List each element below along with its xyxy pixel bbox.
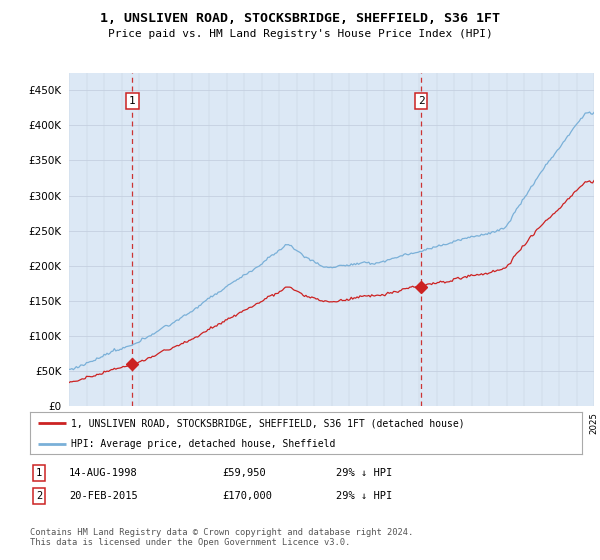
Text: 14-AUG-1998: 14-AUG-1998 bbox=[69, 468, 138, 478]
Text: Contains HM Land Registry data © Crown copyright and database right 2024.
This d: Contains HM Land Registry data © Crown c… bbox=[30, 528, 413, 547]
Text: 1, UNSLIVEN ROAD, STOCKSBRIDGE, SHEFFIELD, S36 1FT: 1, UNSLIVEN ROAD, STOCKSBRIDGE, SHEFFIEL… bbox=[100, 12, 500, 25]
Text: 1: 1 bbox=[129, 96, 136, 106]
Text: 1: 1 bbox=[36, 468, 42, 478]
Text: 2: 2 bbox=[36, 491, 42, 501]
Text: £170,000: £170,000 bbox=[222, 491, 272, 501]
Text: 2: 2 bbox=[418, 96, 424, 106]
Text: 29% ↓ HPI: 29% ↓ HPI bbox=[336, 491, 392, 501]
Text: Price paid vs. HM Land Registry's House Price Index (HPI): Price paid vs. HM Land Registry's House … bbox=[107, 29, 493, 39]
Text: 20-FEB-2015: 20-FEB-2015 bbox=[69, 491, 138, 501]
Text: 29% ↓ HPI: 29% ↓ HPI bbox=[336, 468, 392, 478]
Text: HPI: Average price, detached house, Sheffield: HPI: Average price, detached house, Shef… bbox=[71, 440, 336, 449]
Text: £59,950: £59,950 bbox=[222, 468, 266, 478]
Text: 1, UNSLIVEN ROAD, STOCKSBRIDGE, SHEFFIELD, S36 1FT (detached house): 1, UNSLIVEN ROAD, STOCKSBRIDGE, SHEFFIEL… bbox=[71, 418, 465, 428]
